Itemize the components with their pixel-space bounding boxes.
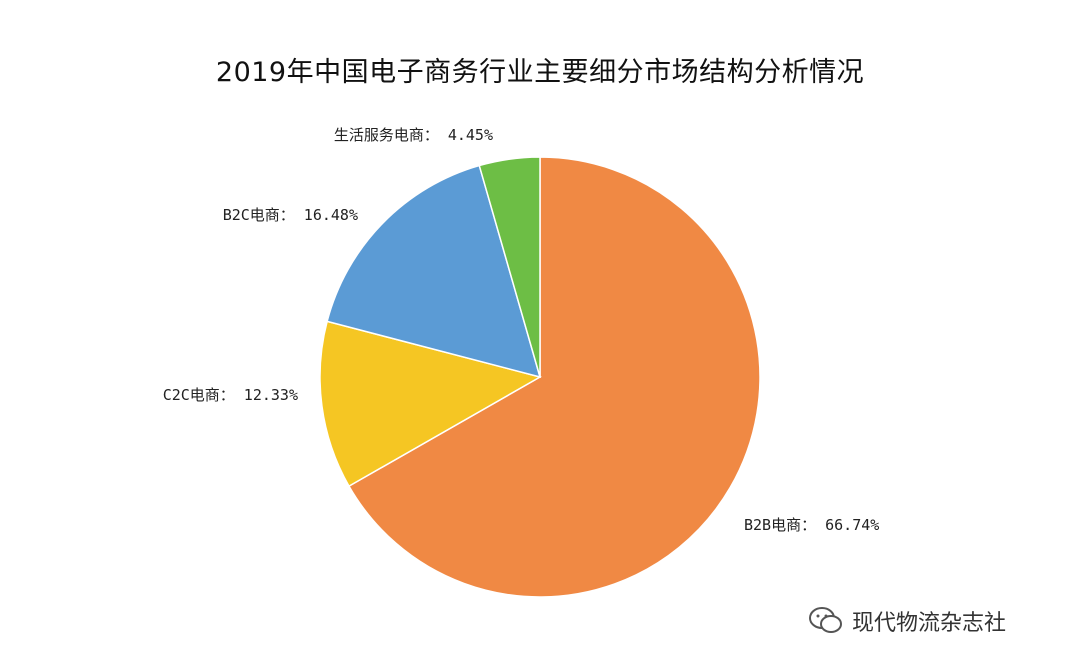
pie-labels: B2B电商： 66.74% C2C电商： 12.33% B2C电商： 16.48% 生… [163, 126, 880, 534]
slice-label-2: C2C电商： 12.33% [163, 386, 298, 404]
watermark: 现代物流杂志社 [808, 605, 1006, 637]
pie-slice-2 [319, 320, 542, 488]
wechat-icon [809, 607, 842, 633]
slice-label-4: 生活服务电商： 4.45% [334, 126, 493, 144]
pie-slice-4 [478, 156, 541, 378]
watermark-text: 现代物流杂志社 [852, 611, 1007, 636]
slice-label-3: B2C电商： 16.48% [223, 206, 358, 224]
pie-slice-1 [347, 156, 761, 598]
chart-title: 2019年中国电子商务行业主要细分市场结构分析情况 [215, 57, 865, 88]
slice-label-1: B2B电商： 66.74% [744, 516, 879, 534]
pie-slice-3 [326, 164, 542, 379]
pie-slices [319, 156, 761, 598]
